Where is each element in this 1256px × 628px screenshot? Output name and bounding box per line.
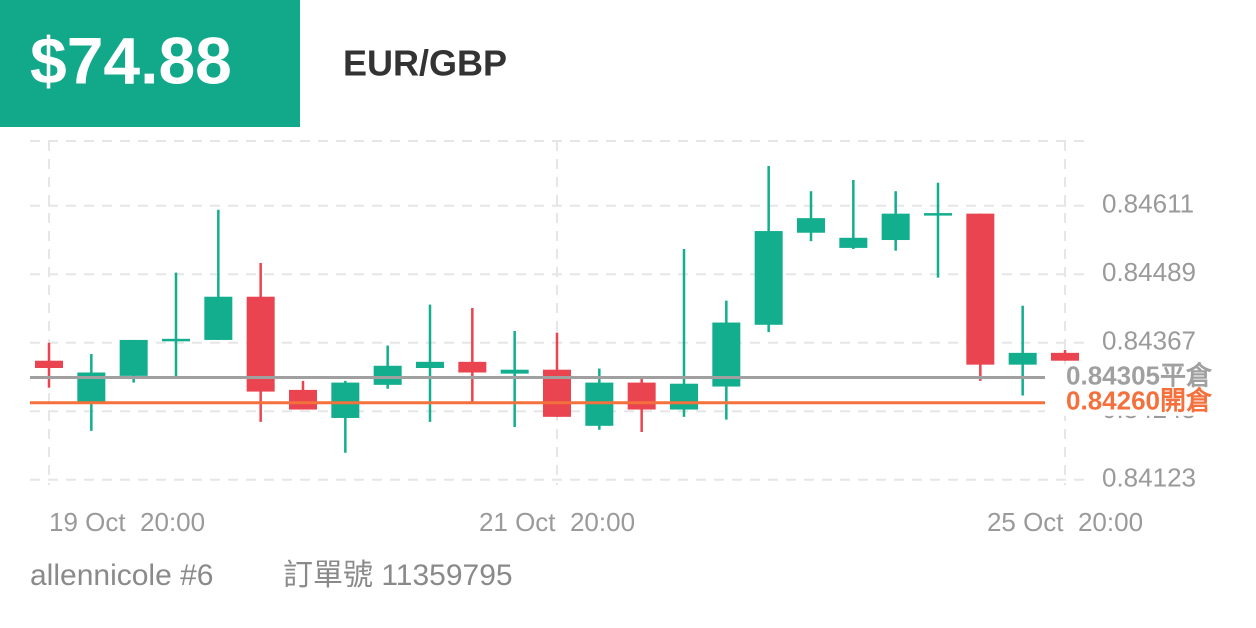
candle-body: [797, 218, 825, 233]
candle-body: [119, 339, 148, 376]
candle-body: [1008, 352, 1037, 365]
position-label-bg: [1045, 389, 1215, 416]
candle-body: [1051, 352, 1079, 361]
candle-body: [966, 213, 995, 365]
pair: EUR/GBP: [343, 43, 507, 84]
x-tick-label: 21 Oct 20:00: [479, 507, 635, 537]
amount-badge: [0, 0, 300, 127]
y-tick-label: 0.84611: [1102, 189, 1194, 219]
x-tick-label: 25 Oct 20:00: [987, 507, 1143, 537]
candle-body: [839, 237, 868, 248]
candle-body: [500, 369, 529, 374]
candle-body: [162, 338, 190, 342]
candle-body: [35, 360, 63, 369]
candle-body: [458, 361, 487, 373]
candle-body: [331, 382, 360, 418]
order-number: 訂單號 11359795: [283, 559, 513, 592]
candle-body: [204, 296, 233, 340]
user: allennicole #6: [30, 559, 213, 592]
candle-body: [881, 213, 910, 241]
candle-body: [754, 231, 783, 325]
candle-body: [712, 322, 741, 387]
x-tick-label: 19 Oct 20:00: [49, 507, 205, 537]
y-tick-label: 0.84367: [1102, 326, 1196, 356]
candle-body: [924, 213, 952, 216]
position-label: 0.84305平倉: [1066, 360, 1213, 390]
position-label: 0.84260開倉: [1066, 386, 1213, 416]
candle-body: [670, 383, 698, 410]
candle-body: [627, 382, 656, 410]
amount: $74.88: [30, 23, 232, 97]
y-tick-label: 0.84123: [1102, 463, 1196, 493]
position-label-bg: [1045, 364, 1215, 391]
candle-body: [373, 365, 402, 385]
candle-body: [416, 361, 444, 369]
candle-body: [246, 296, 275, 392]
candle-body: [289, 389, 317, 410]
y-tick-label: 0.84489: [1102, 257, 1196, 287]
